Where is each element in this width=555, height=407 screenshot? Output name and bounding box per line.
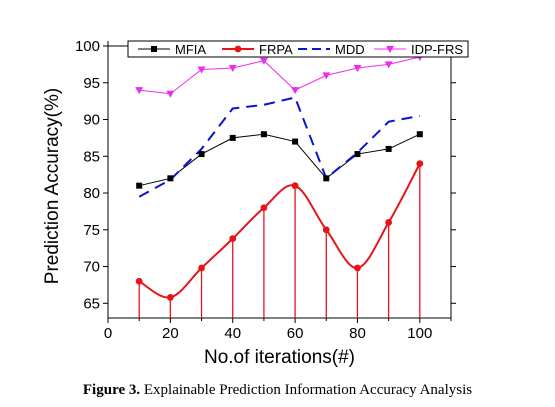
idp-frs-point — [322, 72, 331, 80]
y-tick-label: 75 — [83, 222, 100, 239]
idp-frs-point — [259, 57, 268, 65]
series-lines-layer — [138, 56, 421, 299]
frpa-point — [229, 235, 237, 243]
stems-layer — [138, 163, 421, 318]
idp-frs-point — [166, 90, 175, 98]
frpa-point — [291, 182, 299, 190]
mfia-point — [260, 131, 267, 138]
idp-frs-point — [384, 61, 393, 69]
y-tick-label: 70 — [83, 259, 100, 276]
frpa-line — [138, 163, 421, 299]
legend-frpa-marker — [234, 45, 242, 53]
y-tick-label: 100 — [75, 38, 100, 55]
legend-mfia-label: MFIA — [175, 42, 206, 57]
frpa-point — [416, 160, 424, 168]
frpa-point — [135, 277, 143, 285]
markers-layer — [135, 54, 424, 301]
idp-frs-point — [135, 87, 144, 95]
legend-frpa-label: FRPA — [259, 42, 293, 57]
idp-frs-line — [139, 56, 420, 95]
figure-caption: Figure 3. Explainable Prediction Informa… — [0, 382, 555, 399]
mfia-line — [139, 133, 421, 187]
mfia-point — [323, 175, 330, 182]
idp-frs-point — [197, 66, 206, 74]
frpa-point — [354, 264, 361, 272]
idp-frs-point — [228, 65, 237, 73]
mfia-point — [167, 175, 174, 182]
frpa-point — [385, 219, 393, 226]
legend: MFIA FRPA MDD IDP-FRS — [127, 40, 469, 58]
x-tick-label: 100 — [407, 325, 432, 342]
tick-labels-layer: 0 20 40 60 80 100 65 70 75 80 85 90 95 100 — [75, 38, 432, 342]
legend-mdd-label: MDD — [335, 42, 365, 57]
idp-frs-point — [291, 87, 300, 95]
x-tick-label: 20 — [162, 325, 179, 342]
mfia-point — [416, 131, 423, 138]
x-tick-label: 40 — [224, 325, 241, 342]
x-tick-label: 60 — [287, 325, 304, 342]
y-tick-label: 80 — [83, 185, 100, 202]
frpa-point — [322, 226, 330, 234]
mdd-line — [138, 96, 421, 198]
mfia-point — [229, 134, 236, 141]
x-tick-label: 80 — [349, 325, 366, 342]
frpa-point — [260, 204, 268, 212]
x-axis-title: No.of iterations(#) — [204, 347, 355, 368]
mfia-point — [354, 151, 361, 158]
x-tick-label: 0 — [104, 325, 112, 342]
frpa-point — [198, 264, 205, 272]
y-tick-label: 85 — [83, 148, 100, 165]
mfia-point — [292, 138, 299, 145]
mfia-point — [136, 182, 143, 189]
figure-caption-label: Figure 3. — [82, 382, 141, 398]
y-axis-title: Prediction Accuracy(%) — [42, 88, 63, 284]
plot-frame — [107, 45, 452, 319]
legend-mfia-marker — [151, 46, 157, 52]
y-tick-label: 95 — [83, 75, 100, 92]
frpa-point — [166, 294, 174, 301]
legend-idp-frs-label: IDP-FRS — [411, 42, 463, 57]
y-tick-label: 90 — [83, 112, 100, 129]
accuracy-line-chart: 0 20 40 60 80 100 65 70 75 80 85 90 95 100 MFIA FRPA MD… — [42, 38, 469, 368]
mfia-point — [385, 145, 392, 152]
idp-frs-point — [353, 65, 362, 73]
mfia-point — [198, 151, 205, 158]
figure-caption-text: Explainable Prediction Information Accur… — [140, 382, 473, 398]
legend-idp-frs-marker — [386, 46, 394, 53]
y-tick-label: 65 — [83, 295, 100, 312]
